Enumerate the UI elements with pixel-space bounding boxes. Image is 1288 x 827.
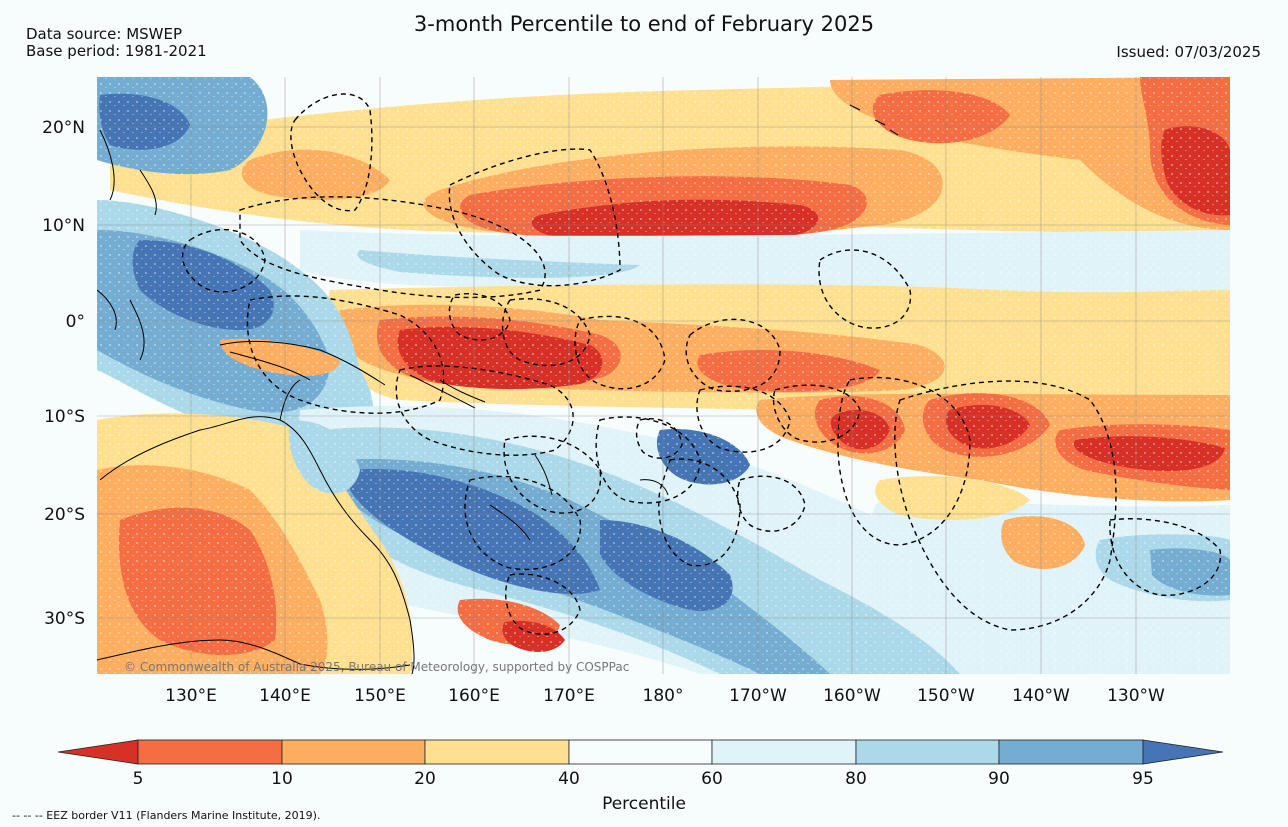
eez-cook-islands — [837, 376, 971, 546]
eez-palau — [181, 228, 266, 293]
colorbar-tick-95: 95 — [1132, 769, 1154, 789]
lon-label-150e: 150°E — [354, 686, 406, 706]
eez-borders — [181, 93, 1222, 635]
coastline-australia-south — [97, 639, 411, 670]
colorbar-tick-40: 40 — [558, 769, 580, 789]
coastline-new-caledonia — [489, 504, 531, 541]
lon-label-170e: 170°E — [543, 686, 595, 706]
lat-label-20s: 20°S — [44, 505, 85, 525]
copyright-notice: © Commonwealth of Australia 2025, Bureau… — [124, 660, 629, 674]
colorbar — [57, 739, 1224, 765]
colorbar-title: Percentile — [602, 794, 686, 814]
lon-label-160e: 160°E — [448, 686, 500, 706]
colorbar-tick-10: 10 — [271, 769, 293, 789]
coastline-borneo-sulawesi — [97, 289, 145, 361]
lat-label-equator: 0° — [66, 312, 85, 332]
coastline-cape-york — [279, 379, 301, 421]
eez-fiji — [595, 416, 701, 504]
colorbar-bin-10-20 — [281, 739, 426, 765]
eez-french-polynesia — [894, 380, 1117, 631]
data-source-info: Data source: MSWEP Base period: 1981-202… — [26, 26, 207, 60]
texture-overlay — [97, 77, 1230, 674]
colorbar-bin-60-80 — [711, 739, 857, 765]
issued-date: Issued: 07/03/2025 — [1116, 43, 1261, 61]
colorbar-tick-80: 80 — [845, 769, 867, 789]
lon-label-140w: 140°W — [1012, 686, 1070, 706]
eez-niue — [737, 475, 806, 532]
map-panel: © Commonwealth of Australia 2025, Bureau… — [97, 77, 1230, 674]
lon-label-160w: 160°W — [823, 686, 881, 706]
colorbar-bin-40-60 — [568, 739, 713, 765]
eez-png — [246, 295, 445, 414]
colorbar-bin-90-95 — [998, 739, 1144, 765]
coastlines — [97, 104, 899, 674]
colorbar-tick-60: 60 — [701, 769, 723, 789]
base-period-label: Base period: 1981-2021 — [26, 42, 207, 60]
colorbar-ticks: 5 10 20 40 60 80 90 95 — [133, 769, 1154, 789]
lat-axis-labels: 20°N 10°N 0° 10°S 20°S 30°S — [42, 118, 85, 629]
lon-label-180: 180° — [643, 686, 684, 706]
lat-label-30s: 30°S — [44, 609, 85, 629]
precipitation-field — [97, 77, 1230, 674]
coastline-new-guinea — [219, 340, 386, 386]
coastline-hawaii — [849, 104, 899, 136]
eez-kiribati-line — [685, 318, 781, 392]
eez-tokelau — [772, 384, 861, 443]
eez-pitcairn — [1109, 518, 1222, 596]
eez-tuvalu — [574, 315, 666, 390]
colorbar-bin-20-40 — [424, 739, 570, 765]
lat-label-20n: 20°N — [42, 118, 85, 138]
eez-kiribati-west — [501, 298, 591, 367]
colorbar-tick-20: 20 — [414, 769, 436, 789]
lon-axis-labels: 130°E 140°E 150°E 160°E 170°E 180° 170°W… — [165, 686, 1165, 706]
eez-kiribati-central — [818, 249, 912, 329]
eez-norfolk — [504, 573, 581, 635]
lon-label-140e: 140°E — [259, 686, 311, 706]
colorbar-tick-90: 90 — [988, 769, 1010, 789]
colorbar-extend-high — [1142, 739, 1224, 765]
graticule — [97, 77, 1230, 674]
coastline-fiji — [639, 479, 669, 496]
eez-solomon — [395, 365, 574, 456]
eez-new-caledonia — [464, 475, 582, 570]
eez-footnote: -- -- -- EEZ border V11 (Flanders Marine… — [12, 809, 321, 822]
eez-nauru — [448, 293, 511, 341]
eez-vanuatu — [503, 435, 602, 514]
page-title: 3-month Percentile to end of February 20… — [413, 12, 875, 36]
eez-wallis — [635, 418, 683, 459]
coastline-philippines — [99, 129, 157, 216]
coastline-australia — [99, 416, 415, 674]
data-source-label: Data source: MSWEP — [26, 25, 183, 43]
lon-label-150w: 150°W — [917, 686, 975, 706]
eez-marshall — [448, 148, 621, 287]
colorbar-bin-80-90 — [855, 739, 1000, 765]
lat-label-10s: 10°S — [44, 407, 85, 427]
lon-label-130e: 130°E — [165, 686, 217, 706]
eez-samoa — [696, 385, 791, 453]
lon-label-170w: 170°W — [729, 686, 787, 706]
colorbar-bin-5-10 — [137, 739, 283, 765]
lon-label-130w: 130°W — [1107, 686, 1165, 706]
eez-tonga — [658, 458, 741, 567]
lat-label-10n: 10°N — [42, 216, 85, 236]
colorbar-tick-5: 5 — [133, 769, 144, 789]
eez-guam — [290, 93, 373, 212]
colorbar-extend-low — [57, 739, 139, 765]
coastline-vanuatu — [534, 454, 553, 496]
